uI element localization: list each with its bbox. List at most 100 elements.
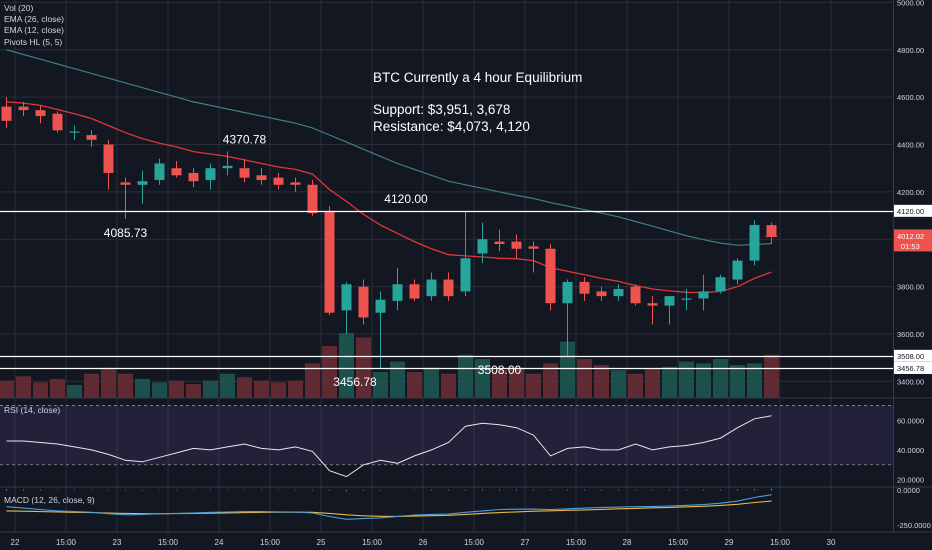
volume-bar — [594, 365, 609, 398]
volume-bar — [764, 354, 779, 398]
y-axis-tick-label: 4400.00 — [897, 141, 924, 150]
volume-bar — [0, 380, 14, 398]
candle — [1, 97, 12, 128]
indicator-label-macd[interactable]: MACD (12, 26, close, 9) — [4, 495, 95, 505]
candle — [528, 241, 539, 273]
volume-bar — [458, 354, 473, 398]
candle — [154, 158, 165, 185]
candle-body — [443, 279, 454, 297]
x-axis-tick-label: 29 — [725, 538, 734, 547]
indicator-label-ema12[interactable]: EMA (12, close) — [4, 25, 64, 35]
x-axis-tick-label: 15:00 — [668, 538, 689, 547]
volume-bar — [152, 382, 167, 398]
volume-bar — [305, 363, 320, 398]
volume-bar — [169, 380, 184, 398]
indicator-label-pivots[interactable]: Pivots HL (5, 5) — [4, 37, 63, 47]
indicator-label-volume[interactable]: Vol (20) — [4, 3, 34, 13]
candle — [358, 279, 369, 325]
candle-body — [749, 225, 760, 261]
candle — [766, 222, 777, 245]
candle-body — [290, 182, 301, 185]
y-axis-tick-label: 3400.00 — [897, 377, 924, 386]
volume-bar — [492, 370, 507, 398]
rsi-axis-tick-label: 20.0000 — [897, 476, 924, 485]
candle-body — [273, 177, 284, 185]
x-axis-tick-label: 27 — [521, 538, 530, 547]
candle-body — [392, 284, 403, 301]
candle-body — [409, 284, 420, 299]
candle — [681, 289, 692, 311]
x-axis-tick-label: 23 — [113, 538, 122, 547]
candle — [443, 272, 454, 301]
candle-body — [613, 289, 624, 297]
candle — [273, 172, 284, 190]
volume-bar — [407, 372, 422, 398]
candle — [596, 286, 607, 301]
candle-body — [222, 165, 233, 169]
candle — [477, 222, 488, 263]
candle — [69, 125, 80, 140]
pivot-label: 4120.00 — [384, 192, 428, 206]
volume-bar — [730, 365, 745, 398]
x-axis-tick-label: 15:00 — [464, 538, 485, 547]
candle-body — [69, 131, 80, 133]
volume-bar — [662, 366, 677, 398]
indicator-label-ema26[interactable]: EMA (26, close) — [4, 14, 64, 24]
x-axis-tick-label: 15:00 — [56, 538, 77, 547]
candle-body — [477, 239, 488, 254]
candle — [324, 206, 335, 316]
rsi-pane — [0, 405, 893, 466]
last-price-countdown: 01:53 — [901, 242, 920, 251]
rsi-axis-tick-label: 60.0000 — [897, 416, 924, 425]
candle-body — [579, 281, 590, 294]
last-price-tag: 4012.02 — [897, 232, 924, 241]
candle — [52, 111, 63, 133]
volume-bar — [16, 376, 31, 398]
candle — [545, 244, 556, 311]
candle — [188, 168, 199, 188]
candle-body — [596, 291, 607, 297]
candle-body — [664, 296, 675, 306]
x-axis-tick-label: 24 — [215, 538, 224, 547]
pivot-label: 3456.78 — [333, 375, 377, 389]
candle-body — [630, 286, 641, 304]
candle-body — [358, 286, 369, 318]
ema12-line — [6, 101, 772, 294]
candle — [562, 279, 573, 356]
annotation-support: Support: $3,951, 3,678 — [373, 102, 511, 117]
candle-body — [681, 298, 692, 300]
volume-bar — [509, 367, 524, 398]
candle-body — [341, 284, 352, 311]
candle — [460, 210, 471, 297]
volume-bar — [271, 382, 286, 398]
candle — [409, 279, 420, 301]
candle — [494, 229, 505, 252]
candle-body — [426, 279, 437, 297]
x-axis-tick-label: 30 — [827, 538, 836, 547]
y-axis-tick-label: 3600.00 — [897, 330, 924, 339]
volume-bar — [322, 346, 337, 398]
x-axis-tick-label: 15:00 — [158, 538, 179, 547]
x-axis-tick-label: 15:00 — [260, 538, 281, 547]
volume-bar — [237, 377, 252, 398]
volume-bar — [679, 361, 694, 398]
x-axis-tick-label: 15:00 — [362, 538, 383, 547]
x-axis-tick-label: 15:00 — [770, 538, 791, 547]
volume-bar — [628, 373, 643, 398]
y-axis-tick-label: 3800.00 — [897, 283, 924, 292]
candle-body — [52, 113, 63, 131]
candle — [375, 291, 386, 368]
volume-bar — [33, 382, 48, 398]
macd-signal-line — [6, 500, 772, 517]
candle — [307, 180, 318, 216]
volume-bar — [645, 368, 660, 398]
candle-body — [18, 106, 29, 111]
macd-axis-tick-label: 0.0000 — [897, 486, 920, 495]
candle — [86, 130, 97, 147]
volume-bar — [203, 380, 218, 398]
annotation-title: BTC Currently a 4 hour Equilibrium — [373, 70, 583, 85]
indicator-label-rsi[interactable]: RSI (14, close) — [4, 405, 61, 415]
volume-bar — [713, 359, 728, 398]
volume-bar — [747, 363, 762, 398]
